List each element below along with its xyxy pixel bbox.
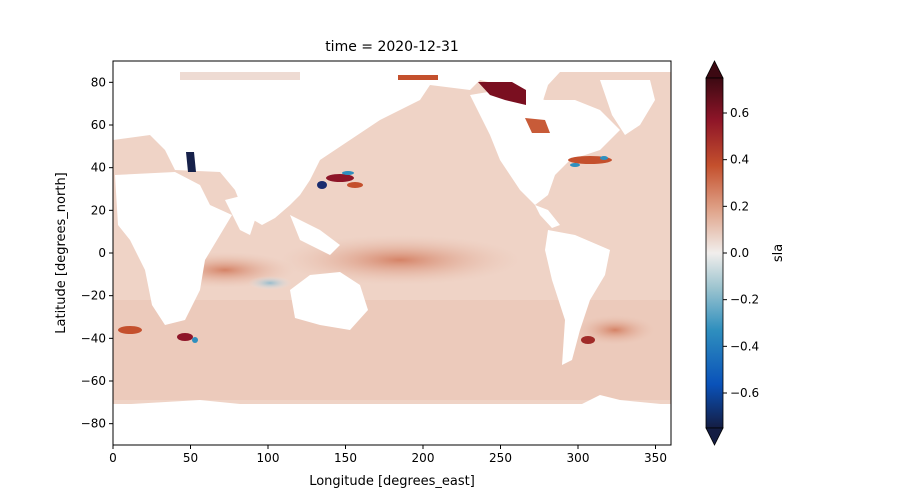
colorbar-extend-top	[705, 60, 724, 79]
x-tick-label: 0	[109, 451, 117, 465]
caspian-sea	[186, 152, 196, 172]
x-axis-ticks: 0 50 100 150 200 250 300 350	[109, 445, 667, 465]
y-tick-label: −80	[81, 417, 106, 431]
y-tick-label: 80	[91, 75, 106, 89]
x-tick-label: 250	[489, 451, 512, 465]
x-tick-label: 100	[257, 451, 280, 465]
north-america	[470, 90, 620, 205]
chart-title: time = 2020-12-31	[325, 39, 459, 55]
maritime-asia	[290, 215, 340, 255]
y-tick-label: 60	[91, 118, 106, 132]
y-tick-label: 20	[91, 203, 106, 217]
colorbar-ticks: −0.6 −0.4 −0.2 0.0 0.2 0.4 0.6	[723, 106, 759, 400]
colorbar-tick-label: 0.0	[730, 246, 749, 260]
southern-ocean-band	[113, 300, 671, 400]
colorbar-extend-bottom	[705, 427, 724, 446]
y-tick-label: −60	[81, 374, 106, 388]
eurasia	[113, 72, 560, 225]
colorbar-tick-label: 0.4	[730, 153, 749, 167]
colorbar-label: sla	[771, 244, 786, 262]
greenland	[600, 80, 655, 135]
south-america	[545, 230, 610, 365]
central-america	[535, 205, 560, 228]
antarctic-coast	[113, 395, 671, 420]
y-axis-ticks: −80 −60 −40 −20 0 20 40 60 80	[81, 75, 113, 431]
colorbar-tick-label: −0.6	[730, 386, 759, 400]
x-axis-label: Longitude [degrees_east]	[309, 474, 475, 489]
arctic-red-patch	[398, 75, 438, 80]
sla-field	[113, 72, 671, 445]
y-tick-label: −40	[81, 331, 106, 345]
africa	[115, 172, 232, 325]
y-tick-label: −20	[81, 289, 106, 303]
y-tick-label: 0	[98, 246, 106, 260]
indian-ocean-low	[248, 276, 292, 290]
hudson-bay	[525, 118, 550, 133]
colorbar-body	[705, 77, 724, 429]
x-tick-label: 300	[567, 451, 590, 465]
x-tick-label: 150	[334, 451, 357, 465]
arctic-patch	[180, 72, 300, 80]
southern-eddies	[118, 326, 595, 344]
y-tick-label: 40	[91, 161, 106, 175]
colorbar-tick-label: 0.2	[730, 199, 749, 213]
colorbar-tick-label: −0.4	[730, 339, 759, 353]
colorbar-tick-label: 0.6	[730, 106, 749, 120]
x-tick-label: 350	[644, 451, 667, 465]
beaufort-anomaly	[478, 82, 526, 105]
y-axis-label: Latitude [degrees_north]	[54, 172, 69, 333]
gulf-stream-eddies	[568, 156, 612, 167]
india	[225, 195, 260, 235]
australia	[290, 272, 368, 330]
kuroshio-eddies	[317, 171, 363, 189]
colorbar: −0.6 −0.4 −0.2 0.0 0.2 0.4 0.6 sla	[705, 60, 786, 446]
x-tick-label: 200	[412, 451, 435, 465]
colorbar-tick-label: −0.2	[730, 293, 759, 307]
south-atlantic-anomaly	[575, 315, 655, 345]
x-tick-label: 50	[183, 451, 198, 465]
land	[113, 72, 671, 445]
